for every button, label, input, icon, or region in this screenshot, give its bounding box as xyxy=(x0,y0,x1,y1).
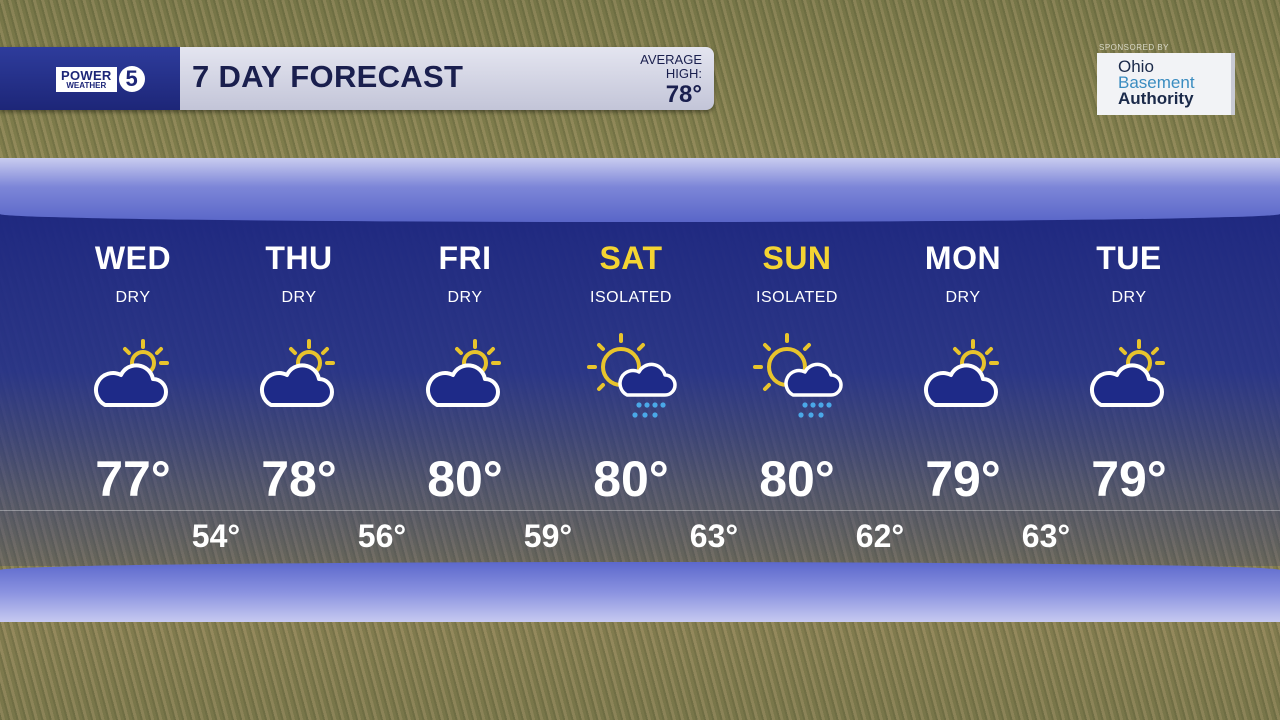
panel-bottom-bar xyxy=(0,562,1280,622)
day-name: MON xyxy=(924,240,1002,276)
condition: DRY xyxy=(281,289,317,306)
condition: DRY xyxy=(1111,289,1147,306)
average-high-value: 78° xyxy=(665,81,702,108)
day-column-mon: MON DRY xyxy=(880,240,1046,432)
condition: DRY xyxy=(447,289,483,306)
sponsor-line2: Basement xyxy=(1118,73,1195,92)
high-temp: 79° xyxy=(925,451,1001,507)
day-column-wed: WED DRY xyxy=(50,240,216,432)
sun-rain-icon xyxy=(587,333,677,418)
sun-rain-icon xyxy=(753,333,843,418)
day-column-sun: SUN ISOLATED xyxy=(714,240,880,432)
partly-cloudy-icon xyxy=(260,339,335,407)
logo-number: 5 xyxy=(118,66,145,92)
sponsor-line3: Authority xyxy=(1118,89,1194,108)
partly-cloudy-icon xyxy=(924,339,999,407)
high-temp: 79° xyxy=(1091,451,1167,507)
low-temp: 56° xyxy=(357,518,407,554)
high-temp: 80° xyxy=(759,451,835,507)
station-logo-block: POWER WEATHER 5 xyxy=(0,47,180,110)
high-temp: 77° xyxy=(95,451,171,507)
sponsor-line1: Ohio xyxy=(1118,57,1154,76)
condition: ISOLATED xyxy=(756,289,838,306)
title-bar: POWER WEATHER 5 7 DAY FORECAST AVERAGE HI… xyxy=(0,47,714,110)
sponsored-by-label: SPONSORED BY xyxy=(1099,43,1170,52)
day-name: SAT xyxy=(599,240,663,276)
day-column-fri: FRI DRY xyxy=(382,240,548,432)
low-temp: 62° xyxy=(855,518,905,554)
panel-top-bar xyxy=(0,158,1280,222)
partly-cloudy-icon xyxy=(94,339,169,407)
sponsor-logo: Ohio Basement Authority xyxy=(1097,53,1235,115)
high-temp: 80° xyxy=(427,451,503,507)
average-high: AVERAGE HIGH: 78° xyxy=(640,53,702,109)
day-name: WED xyxy=(94,240,172,276)
low-temp: 63° xyxy=(689,518,739,554)
high-temp: 78° xyxy=(261,451,337,507)
power-of-5-logo: POWER WEATHER 5 xyxy=(56,65,168,93)
day-name: THU xyxy=(265,240,333,276)
day-name: SUN xyxy=(762,240,832,276)
partly-cloudy-icon xyxy=(1090,339,1165,407)
day-column-thu: THU DRY xyxy=(216,240,382,432)
average-label: AVERAGE xyxy=(640,52,702,67)
page-title: 7 DAY FORECAST xyxy=(192,59,464,94)
divider xyxy=(0,510,1280,511)
high-temp: 80° xyxy=(593,451,669,507)
low-temp: 59° xyxy=(523,518,573,554)
logo-weather: WEATHER xyxy=(66,80,107,90)
day-name: FRI xyxy=(438,240,492,276)
high-label: HIGH: xyxy=(665,66,702,81)
condition: DRY xyxy=(945,289,981,306)
day-column-sat: SAT ISOLATED xyxy=(548,240,714,432)
logo-power: POWER xyxy=(61,67,112,83)
day-column-tue: TUE DRY xyxy=(1046,240,1212,432)
condition: DRY xyxy=(115,289,151,306)
condition: ISOLATED xyxy=(590,289,672,306)
day-name: TUE xyxy=(1096,240,1162,276)
partly-cloudy-icon xyxy=(426,339,501,407)
low-temp: 63° xyxy=(1021,518,1071,554)
low-temp: 54° xyxy=(191,518,241,554)
